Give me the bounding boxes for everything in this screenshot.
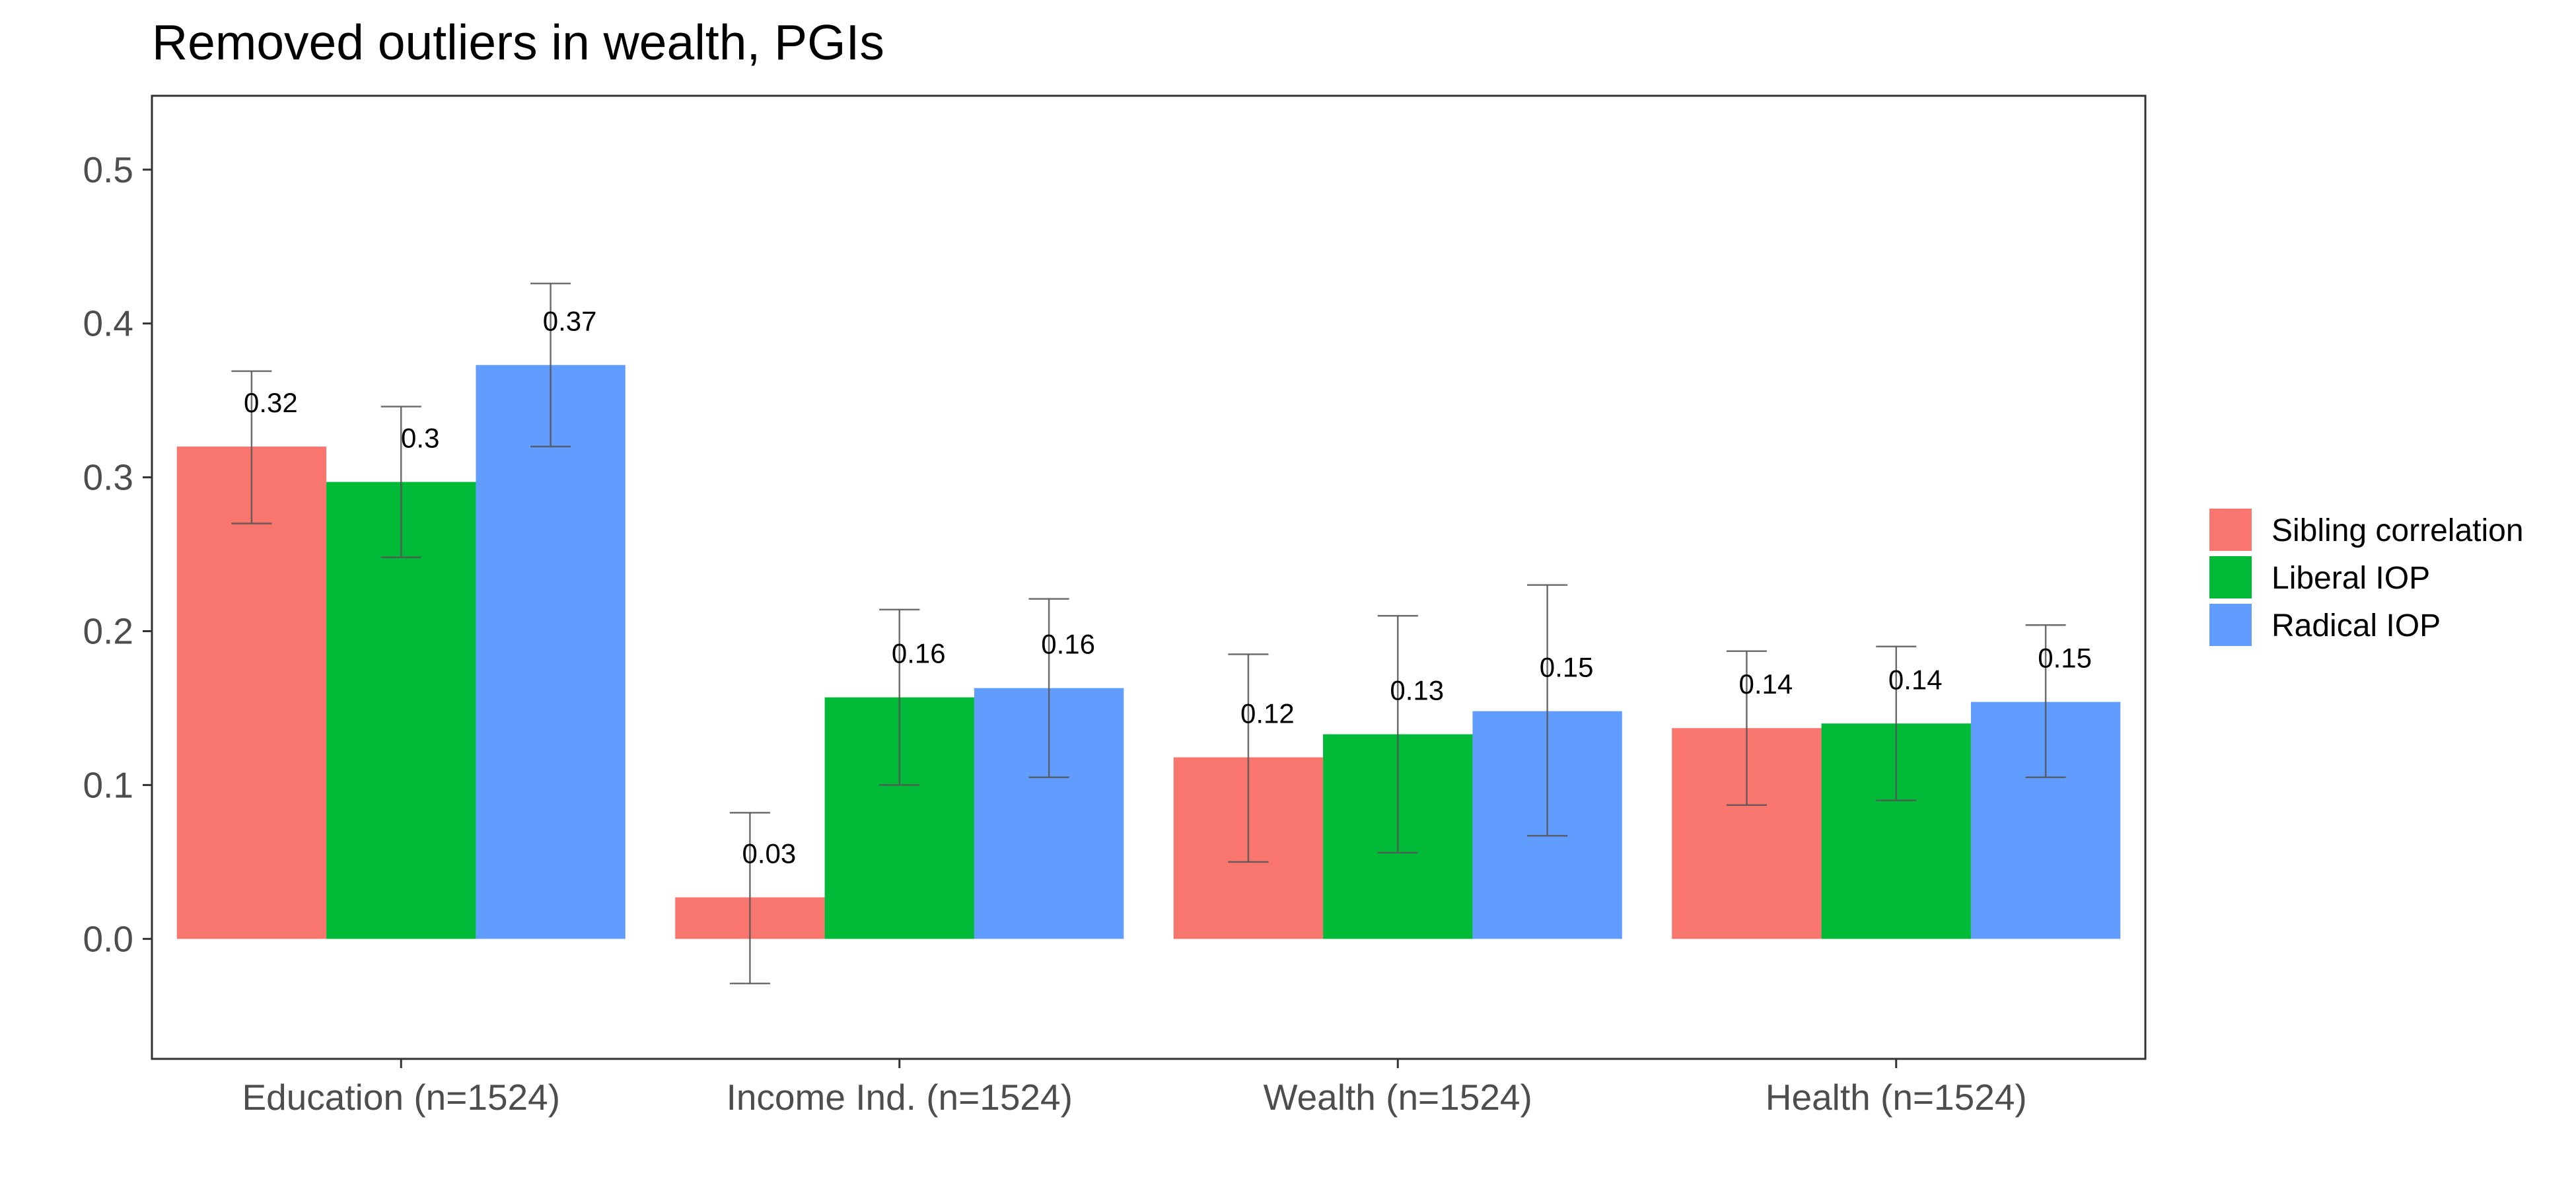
y-tick-label: 0.3 (83, 457, 133, 498)
y-tick-label: 0.0 (83, 918, 133, 959)
data-label: 0.16 (1041, 629, 1095, 660)
y-axis: 0.0 0.1 0.2 0.3 0.4 0.5 (83, 149, 152, 959)
chart-title: Removed outliers in wealth, PGIs (152, 15, 884, 70)
y-tick-label: 0.1 (83, 764, 133, 805)
legend-label: Radical IOP (2272, 608, 2441, 643)
data-label: 0.15 (2038, 643, 2092, 674)
legend: Sibling correlation Liberal IOP Radical IO… (2209, 509, 2524, 646)
legend-key (2209, 556, 2252, 598)
data-label: 0.14 (1739, 668, 1793, 700)
data-label: 0.12 (1240, 698, 1295, 729)
data-label: 0.15 (1540, 652, 1594, 683)
legend-key (2209, 604, 2252, 646)
y-tick-label: 0.2 (83, 611, 133, 652)
y-tick-label: 0.4 (83, 303, 133, 344)
data-label: 0.37 (543, 306, 597, 337)
bar (176, 447, 327, 939)
data-label: 0.16 (892, 638, 946, 669)
legend-label: Sibling correlation (2272, 513, 2524, 548)
data-label: 0.3 (401, 423, 439, 454)
x-tick-label: Wealth (n=1524) (1264, 1077, 1532, 1118)
data-label: 0.32 (244, 387, 298, 418)
error-bar-group (231, 282, 2066, 985)
x-axis: Education (n=1524) Income Ind. (n=1524) We… (242, 1059, 2027, 1118)
data-label-group: 0.32 0.3 0.37 0.03 0.16 0.16 0.12 0.13 0.15 0.14 0… (244, 306, 2092, 869)
data-label: 0.14 (1888, 664, 1943, 695)
legend-key (2209, 509, 2252, 551)
data-label: 0.03 (742, 838, 797, 869)
x-tick-label: Income Ind. (n=1524) (727, 1077, 1073, 1118)
bar (476, 365, 626, 939)
data-label: 0.13 (1390, 675, 1444, 706)
x-tick-label: Health (n=1524) (1766, 1077, 2027, 1118)
y-tick-label: 0.5 (83, 149, 133, 190)
legend-label: Liberal IOP (2272, 561, 2430, 596)
x-tick-label: Education (n=1524) (242, 1077, 560, 1118)
